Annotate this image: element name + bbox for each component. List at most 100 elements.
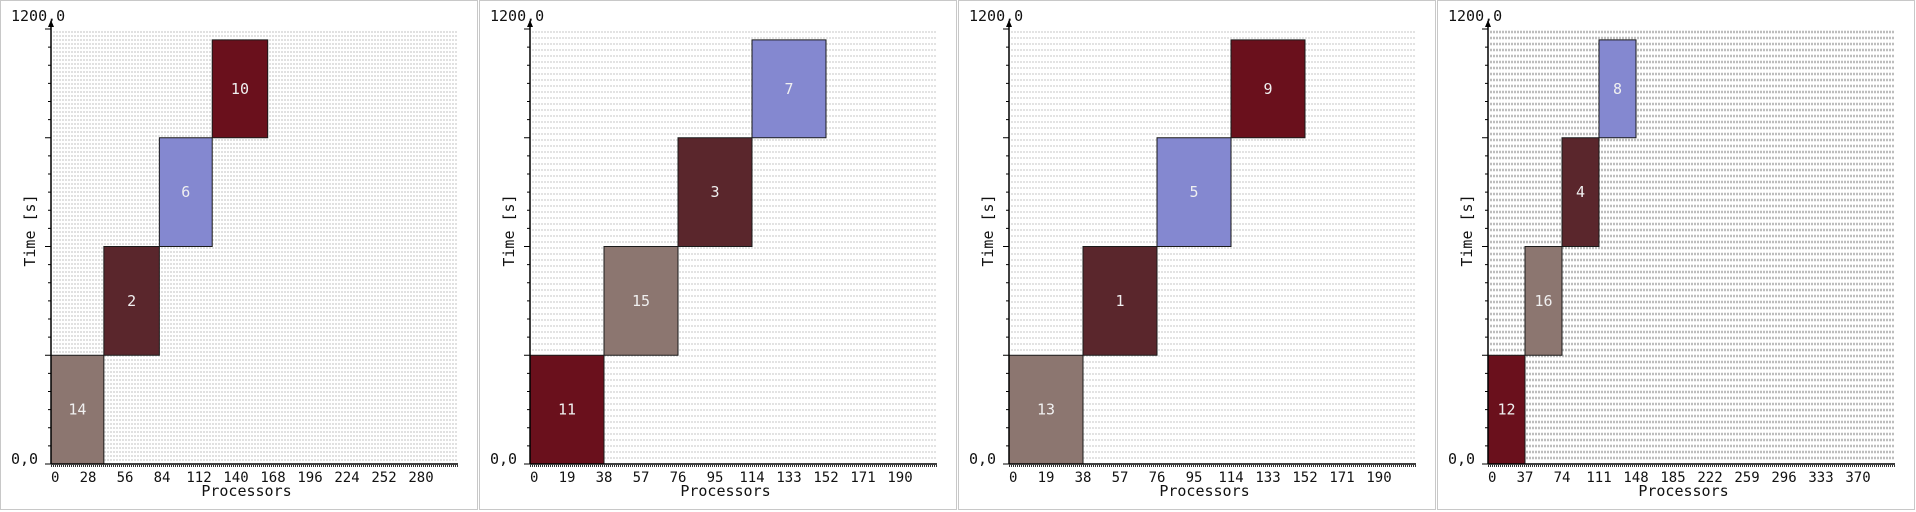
gantt-chart-4: 12 16 4 8 1200,0 0,0 0 37 74 111 148 185 222 259 296 33… [1448,7,1895,500]
job-label-12: 12 [1497,401,1515,419]
y-axis-title: Time [s] [979,194,997,266]
job-block-1 [1082,246,1158,356]
x-tick-label: 0 [51,470,59,486]
job-block-6 [158,137,213,247]
job-block-15 [603,246,679,356]
y-axis-title: Time [s] [21,194,39,266]
job-label-6: 6 [181,183,190,201]
x-tick-label: 38 [596,470,613,486]
x-tick-label: 95 [707,470,724,486]
x-tick-label: 19 [1038,470,1055,486]
x-tick-label: 133 [776,470,801,486]
x-tick-label: 56 [117,470,134,486]
gantt-chart-2: 11 15 3 7 1200,0 0,0 0 19 38 57 76 95 114 133 152 171 19… [490,7,937,500]
x-tick-label: 76 [1149,470,1166,486]
x-tick-label: 114 [739,470,764,486]
chart-panel-4: 12 16 4 8 1200,0 0,0 0 37 74 111 148 185 222 259 296 33… [1437,0,1915,510]
chart-panel-3: 13 1 5 9 1200,0 0,0 0 19 38 57 76 95 114 133 152 171 190… [958,0,1436,510]
x-tick-label: 296 [1771,470,1796,486]
job-block-14 [50,354,105,465]
x-tick-label: 190 [1366,470,1391,486]
x-tick-label: 57 [633,470,650,486]
job-label-5: 5 [1189,183,1198,201]
chart-panel-2: 11 15 3 7 1200,0 0,0 0 19 38 57 76 95 114 133 152 171 19… [479,0,957,510]
x-tick-label: 196 [297,470,322,486]
job-block-5 [1156,137,1232,247]
job-block-9 [1230,39,1306,139]
job-block-2 [103,246,160,356]
x-tick-label: 171 [850,470,875,486]
x-tick-label: 252 [371,470,396,486]
x-axis-title: Processors [680,482,770,500]
y-axis-arrow [527,20,533,27]
y-tick-label-bottom: 0,0 [969,450,996,468]
job-block-8 [1598,39,1637,139]
job-block-10 [211,39,269,139]
x-tick-label: 114 [1218,470,1243,486]
grid-lines [1490,30,1895,460]
x-tick-label: 0 [1009,470,1017,486]
x-tick-label: 185 [1660,470,1685,486]
x-tick-label: 95 [1186,470,1203,486]
x-tick-label: 76 [670,470,687,486]
x-tick-label: 0 [1488,470,1496,486]
job-block-7 [751,39,827,139]
x-tick-label: 112 [186,470,211,486]
job-block-16 [1524,246,1563,356]
job-label-16: 16 [1534,292,1552,310]
y-tick-label-top: 1200,0 [490,7,544,25]
chart-panel-1: 14 2 6 10 1200,0 0,0 0 28 56 84 112 140 168 196 224 252… [0,0,478,510]
x-tick-label: 222 [1697,470,1722,486]
x-tick-label: 370 [1845,470,1870,486]
x-tick-label: 152 [813,470,838,486]
job-label-10: 10 [231,80,249,98]
y-tick-label-top: 1200,0 [11,7,65,25]
x-tick-label: 190 [887,470,912,486]
x-axis-title: Processors [1638,482,1728,500]
gantt-chart-3: 13 1 5 9 1200,0 0,0 0 19 38 57 76 95 114 133 152 171 190… [969,7,1416,500]
x-tick-label: 171 [1329,470,1354,486]
job-block-11 [529,354,605,465]
y-axis-arrow [48,20,54,27]
y-axis-arrow [1485,20,1491,27]
job-label-7: 7 [784,80,793,98]
x-tick-label: 280 [408,470,433,486]
x-tick-label: 333 [1808,470,1833,486]
job-label-8: 8 [1613,80,1622,98]
x-tick-label: 38 [1075,470,1092,486]
job-label-1: 1 [1115,292,1124,310]
x-tick-label: 74 [1554,470,1571,486]
y-tick-label-top: 1200,0 [1448,7,1502,25]
job-block-4 [1561,137,1600,247]
job-label-9: 9 [1263,80,1272,98]
x-tick-label: 224 [334,470,359,486]
y-tick-label-top: 1200,0 [969,7,1023,25]
x-tick-label: 152 [1292,470,1317,486]
x-tick-label: 111 [1586,470,1611,486]
job-label-14: 14 [68,401,86,419]
job-block-13 [1008,354,1084,465]
y-tick-label-bottom: 0,0 [490,450,517,468]
gantt-chart-1: 14 2 6 10 1200,0 0,0 0 28 56 84 112 140 168 196 224 252… [11,7,458,500]
x-tick-label: 28 [80,470,97,486]
y-axis-arrow [1006,20,1012,27]
x-tick-label: 140 [223,470,248,486]
x-tick-label: 148 [1623,470,1648,486]
x-axis-title: Processors [201,482,291,500]
x-tick-label: 84 [154,470,171,486]
y-axis-title: Time [s] [500,194,518,266]
x-tick-label: 57 [1112,470,1129,486]
x-axis-title: Processors [1159,482,1249,500]
job-label-15: 15 [632,292,650,310]
x-tick-label: 37 [1517,470,1534,486]
job-label-13: 13 [1037,401,1055,419]
job-label-4: 4 [1576,183,1585,201]
job-label-3: 3 [710,183,719,201]
job-label-11: 11 [558,401,576,419]
x-tick-label: 168 [260,470,285,486]
y-axis-title: Time [s] [1458,194,1476,266]
x-tick-label: 0 [530,470,538,486]
y-tick-label-bottom: 0,0 [1448,450,1475,468]
x-tick-label: 259 [1734,470,1759,486]
job-block-3 [677,137,753,247]
